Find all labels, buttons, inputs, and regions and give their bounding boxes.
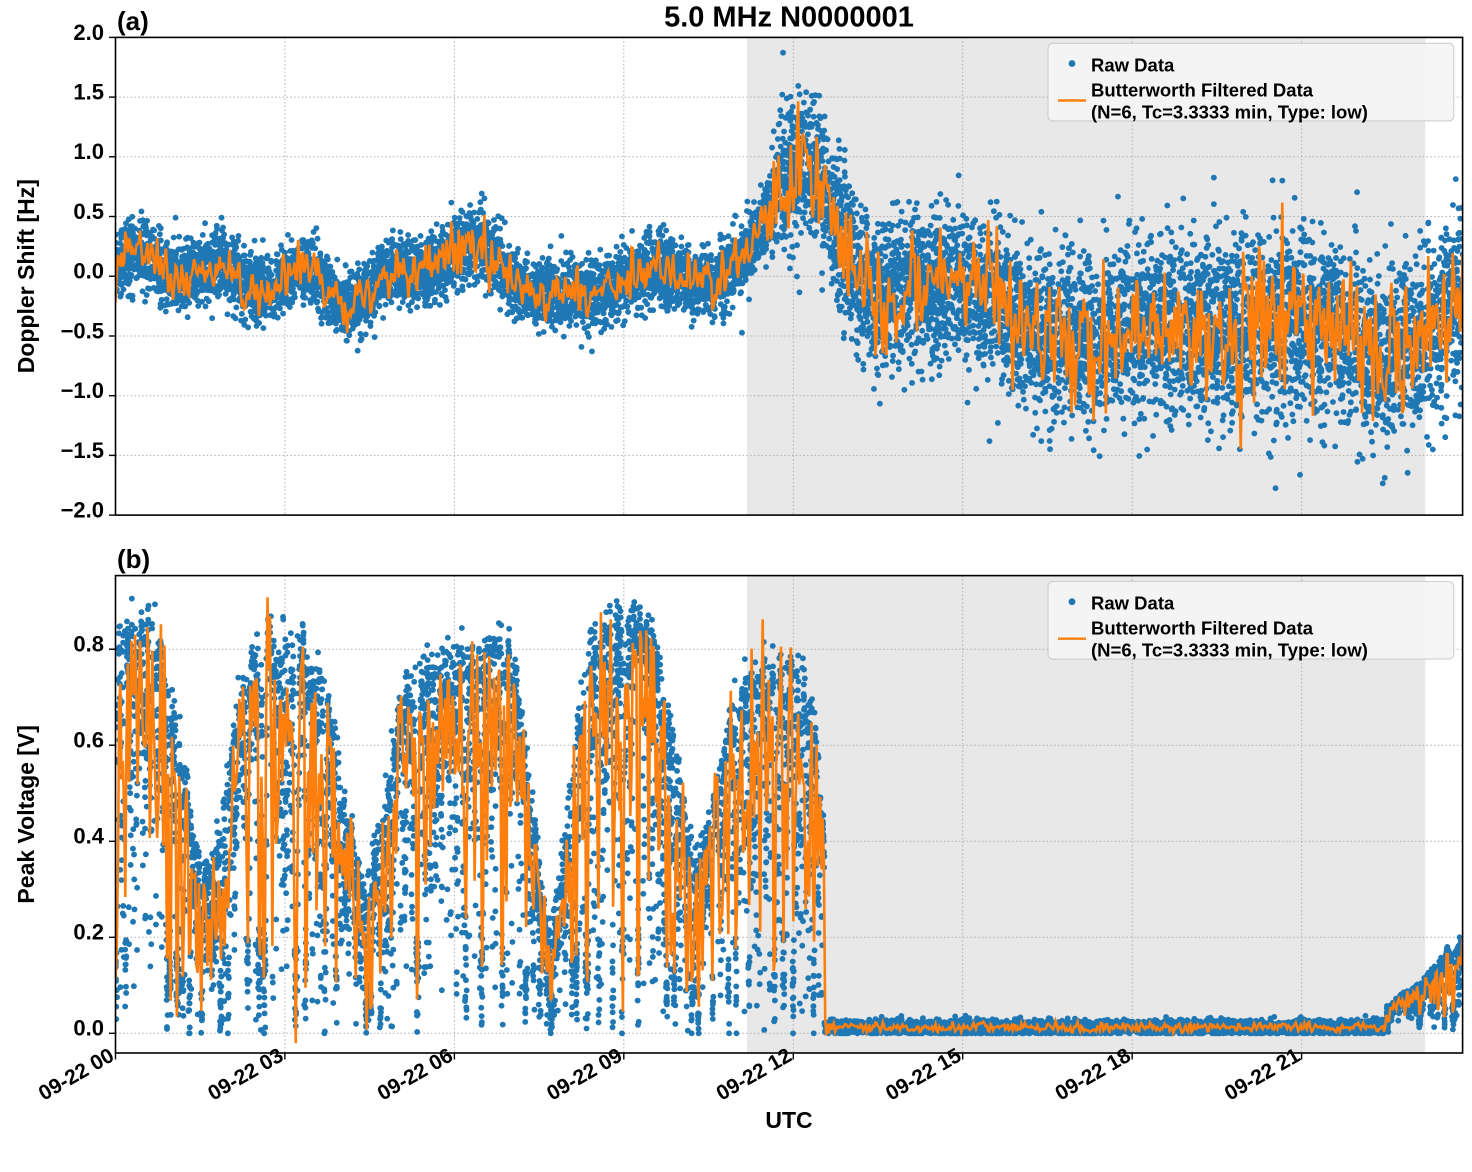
svg-text:1.0: 1.0 xyxy=(73,139,104,164)
svg-text:(a): (a) xyxy=(117,6,149,36)
svg-text:Raw Data: Raw Data xyxy=(1091,55,1175,76)
svg-text:0.6: 0.6 xyxy=(73,728,104,753)
svg-text:−1.0: −1.0 xyxy=(61,378,104,403)
svg-text:(N=6, Tc=3.3333 min, Type: low: (N=6, Tc=3.3333 min, Type: low) xyxy=(1091,102,1368,123)
svg-text:Butterworth Filtered Data: Butterworth Filtered Data xyxy=(1091,618,1314,639)
svg-text:0.8: 0.8 xyxy=(73,632,104,657)
svg-text:−0.5: −0.5 xyxy=(61,318,104,343)
svg-text:0.4: 0.4 xyxy=(73,824,104,849)
svg-text:0.0: 0.0 xyxy=(73,259,104,284)
svg-text:0.2: 0.2 xyxy=(73,920,104,945)
svg-text:5.0 MHz N0000001: 5.0 MHz N0000001 xyxy=(664,2,914,34)
svg-text:Butterworth Filtered Data: Butterworth Filtered Data xyxy=(1091,80,1314,101)
svg-text:2.0: 2.0 xyxy=(73,20,104,45)
svg-text:0.0: 0.0 xyxy=(73,1016,104,1041)
svg-text:Raw Data: Raw Data xyxy=(1091,593,1175,614)
svg-text:−1.5: −1.5 xyxy=(61,438,104,463)
svg-text:−2.0: −2.0 xyxy=(61,498,104,523)
svg-text:Doppler Shift [Hz]: Doppler Shift [Hz] xyxy=(13,179,39,373)
svg-text:(N=6, Tc=3.3333 min, Type: low: (N=6, Tc=3.3333 min, Type: low) xyxy=(1091,640,1368,661)
svg-text:0.5: 0.5 xyxy=(73,199,104,224)
svg-text:Peak Voltage [V]: Peak Voltage [V] xyxy=(13,725,39,904)
svg-text:(b): (b) xyxy=(117,544,150,574)
svg-text:UTC: UTC xyxy=(765,1107,812,1133)
svg-text:1.5: 1.5 xyxy=(73,80,104,105)
